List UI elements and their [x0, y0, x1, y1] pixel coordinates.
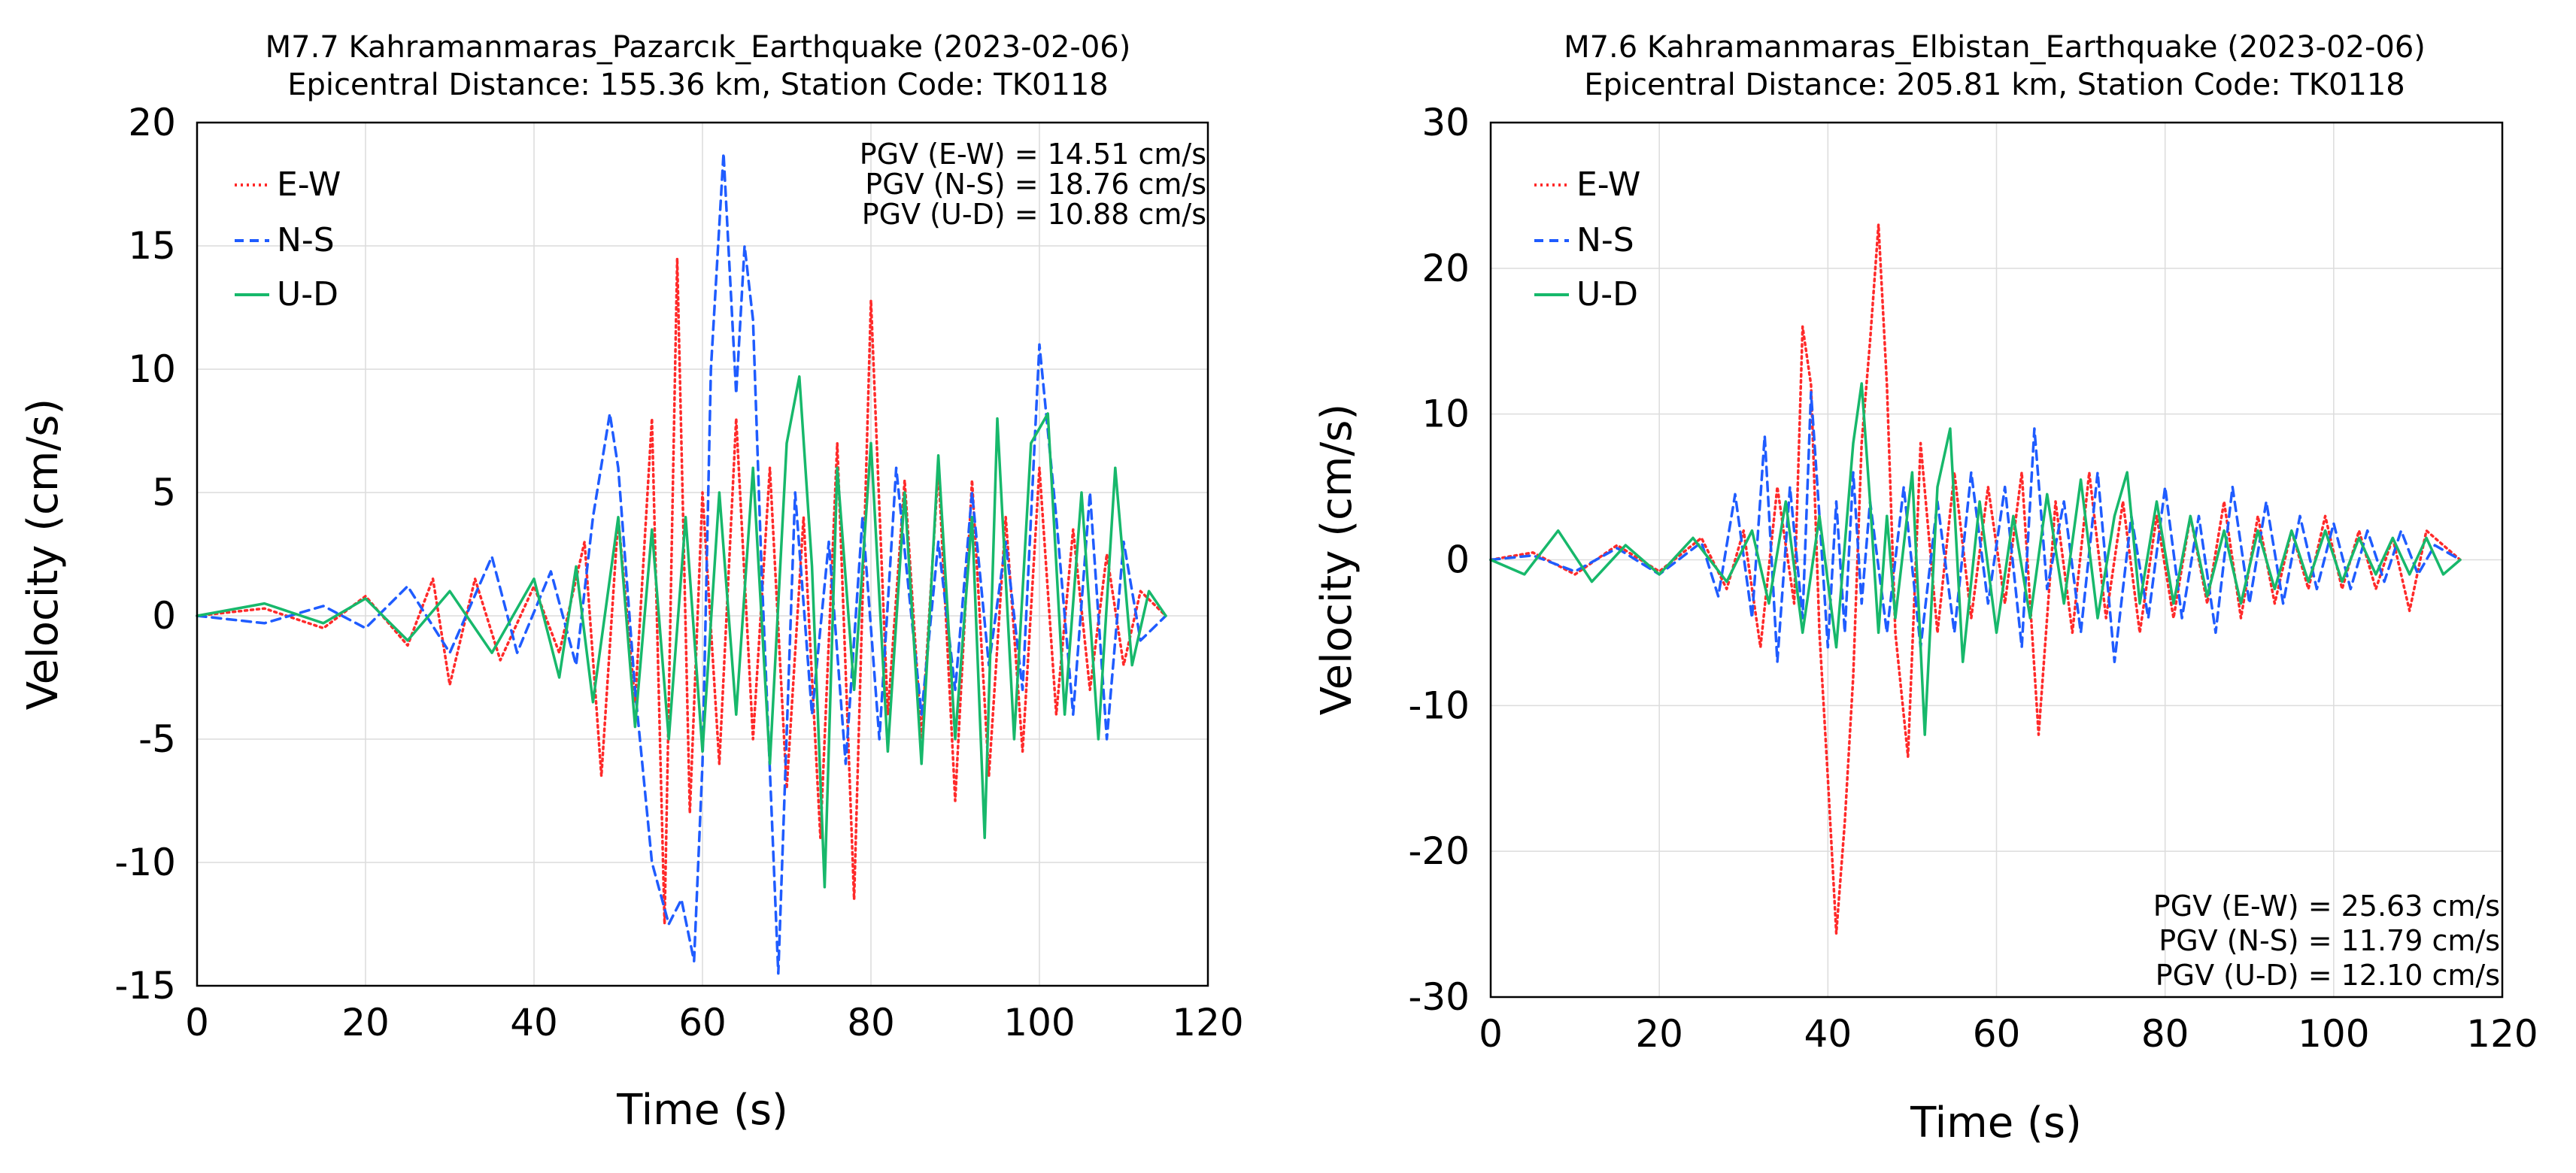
x-tick-label: 20	[1635, 1012, 1683, 1056]
legend-label-ew: E-W	[277, 165, 341, 204]
pgv-annotation: PGV (E-W) = 14.51 cm/s PGV (N-S) = 18.76…	[860, 138, 1206, 231]
pgv-ns: PGV (N-S) = 11.79 cm/s	[2159, 924, 2500, 957]
y-tick-labels: -15 -10 -5 0 5 10 15 20	[114, 101, 176, 1008]
pgv-ns: PGV (N-S) = 18.76 cm/s	[865, 168, 1206, 201]
legend-label-ud: U-D	[1576, 275, 1638, 314]
plot-frame	[196, 121, 1209, 987]
x-tick-labels: 0 20 40 60 80 100 120	[185, 1001, 1244, 1044]
x-tick-label: 100	[1003, 1001, 1075, 1044]
plot-frame	[1489, 121, 2504, 999]
y-tick-label: -30	[1408, 975, 1470, 1019]
y-tick-label: 10	[1422, 393, 1470, 436]
legend-label-ud: U-D	[277, 275, 338, 314]
series-line-ns	[196, 151, 1167, 975]
y-tick-label: 0	[1446, 538, 1470, 582]
y-tick-label: -5	[138, 717, 176, 761]
legend: E-W N-S U-D	[235, 165, 341, 314]
legend: E-W N-S U-D	[1534, 165, 1640, 314]
series-lines	[1489, 223, 2462, 935]
legend-label-ns: N-S	[1576, 221, 1634, 259]
y-axis-label: Velocity (cm/s)	[1312, 404, 1361, 716]
x-tick-label: 60	[1973, 1012, 2021, 1056]
y-tick-label: 5	[152, 471, 176, 514]
chart-subtitle: Epicentral Distance: 155.36 km, Station …	[287, 68, 1109, 102]
x-tick-label: 80	[2141, 1012, 2189, 1056]
y-tick-label: 20	[128, 101, 176, 144]
series-line-ns	[1489, 390, 2462, 663]
y-tick-label: 10	[128, 347, 176, 391]
y-tick-label: -15	[114, 964, 176, 1008]
y-axis-label: Velocity (cm/s)	[19, 399, 68, 711]
x-tick-label: 20	[341, 1001, 390, 1044]
y-tick-label: 20	[1422, 247, 1470, 290]
pgv-ud: PGV (U-D) = 10.88 cm/s	[862, 198, 1206, 231]
y-tick-labels: -30 -20 -10 0 10 20 30	[1408, 101, 1470, 1019]
x-tick-label: 40	[510, 1001, 558, 1044]
x-tick-label: 0	[1479, 1012, 1503, 1056]
y-tick-label: -10	[1408, 683, 1470, 727]
y-tick-label: 15	[128, 224, 176, 268]
pgv-annotation: PGV (E-W) = 25.63 cm/s PGV (N-S) = 11.79…	[2153, 890, 2500, 992]
y-tick-label: -10	[114, 841, 176, 884]
x-axis-label: Time (s)	[616, 1086, 788, 1135]
pgv-ew: PGV (E-W) = 25.63 cm/s	[2153, 890, 2500, 923]
series-lines	[196, 151, 1167, 975]
pgv-ew: PGV (E-W) = 14.51 cm/s	[860, 138, 1206, 171]
chart-pazarcik: M7.7 Kahramanmaras_Pazarcık_Earthquake (…	[19, 30, 1244, 1135]
y-tick-label: 0	[152, 594, 176, 638]
chart-subtitle: Epicentral Distance: 205.81 km, Station …	[1584, 68, 2405, 102]
x-axis-label: Time (s)	[1910, 1099, 2082, 1147]
legend-label-ns: N-S	[277, 221, 335, 259]
legend-label-ew: E-W	[1576, 165, 1640, 204]
x-tick-label: 120	[2466, 1012, 2538, 1056]
chart-title: M7.7 Kahramanmaras_Pazarcık_Earthquake (…	[265, 30, 1131, 65]
x-tick-label: 40	[1804, 1012, 1852, 1056]
series-line-ud	[1489, 382, 2462, 736]
series-line-ew	[196, 256, 1167, 926]
y-tick-label: 30	[1422, 101, 1470, 144]
x-tick-labels: 0 20 40 60 80 100 120	[1479, 1012, 2538, 1056]
series-line-ud	[196, 375, 1167, 889]
x-tick-label: 120	[1172, 1001, 1243, 1044]
series-line-ew	[1489, 223, 2462, 935]
chart-elbistan: M7.6 Kahramanmaras_Elbistan_Earthquake (…	[1312, 30, 2538, 1147]
x-tick-label: 0	[185, 1001, 209, 1044]
pgv-ud: PGV (U-D) = 12.10 cm/s	[2156, 959, 2500, 992]
x-tick-label: 60	[678, 1001, 727, 1044]
x-tick-label: 80	[847, 1001, 895, 1044]
x-tick-label: 100	[2298, 1012, 2369, 1056]
chart-title: M7.6 Kahramanmaras_Elbistan_Earthquake (…	[1564, 30, 2426, 65]
y-tick-label: -20	[1408, 829, 1470, 873]
